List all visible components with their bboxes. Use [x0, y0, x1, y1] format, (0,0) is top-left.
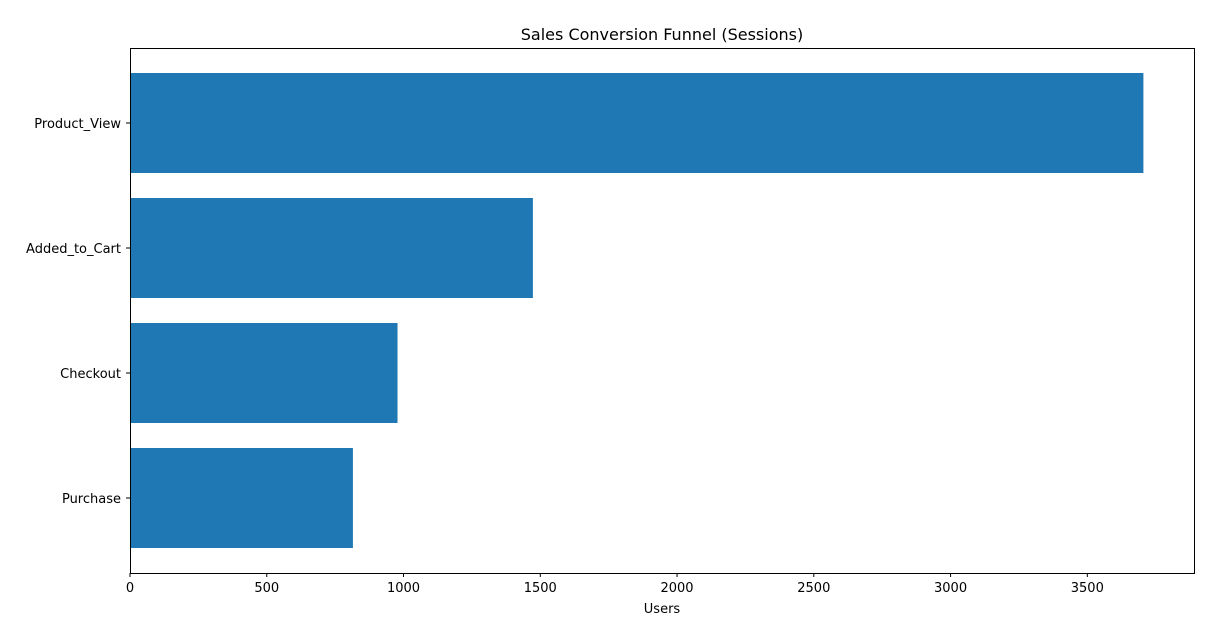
chart-title: Sales Conversion Funnel (Sessions): [521, 25, 803, 44]
bars-group: [130, 73, 1144, 548]
y-tick-label: Checkout: [60, 367, 121, 382]
x-tick-label: 1500: [524, 581, 557, 596]
x-tick-label: 1000: [387, 581, 420, 596]
plot-frame: [130, 48, 1195, 574]
x-axis-ticks: 0 500 1000 1500 2000 2500 3000 3500: [126, 573, 1104, 596]
x-tick-label: 2500: [797, 581, 830, 596]
y-tick-label: Added_to_Cart: [26, 242, 121, 257]
x-axis-label: Users: [644, 602, 681, 617]
y-tick-label: Purchase: [62, 492, 121, 507]
x-tick-label: 0: [126, 581, 134, 596]
x-tick-label: 2000: [660, 581, 693, 596]
y-tick-label: Product_View: [34, 117, 121, 132]
x-tick-label: 3000: [934, 581, 967, 596]
y-axis-ticks: Product_View Added_to_Cart Checkout Purchas…: [26, 117, 130, 507]
bar-checkout: [130, 323, 398, 423]
bar-purchase: [130, 448, 353, 548]
bar-added-to-cart: [130, 198, 533, 298]
x-tick-label: 500: [254, 581, 279, 596]
x-tick-label: 3500: [1071, 581, 1104, 596]
bar-product-view: [130, 73, 1144, 173]
